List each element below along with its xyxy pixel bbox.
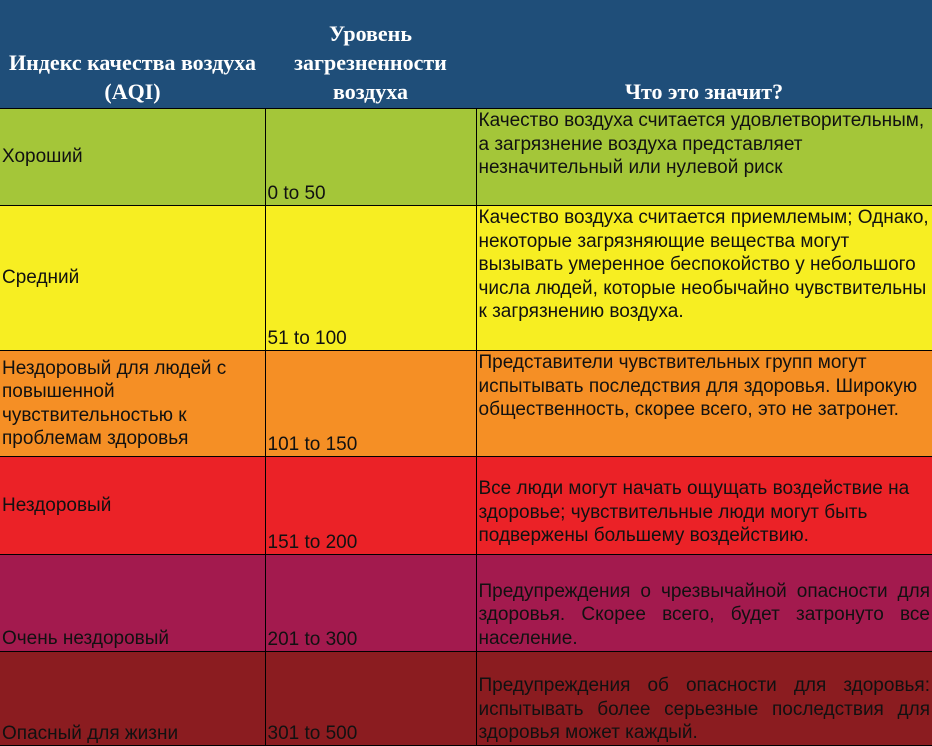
row-meaning: Предупреждения об опасности для здоровья… xyxy=(475,651,932,746)
header-row: Индекс качества воздуха (AQI) Уровень за… xyxy=(0,0,932,109)
row-meaning: Предупреждения о чрезвычайной опасности … xyxy=(475,554,932,652)
header-aqi-index: Индекс качества воздуха (AQI) xyxy=(0,0,265,109)
row-level: Опасный для жизни xyxy=(0,651,266,746)
row-level: Средний xyxy=(0,205,266,351)
row-range: 201 to 300 xyxy=(264,554,477,652)
row-meaning: Качество воздуха считается приемлемым; О… xyxy=(475,205,932,351)
table-body: Хороший 0 to 50 Качество воздуха считает… xyxy=(0,108,932,746)
table-row: Средний 51 to 100 Качество воздуха счита… xyxy=(0,205,932,351)
row-range: 0 to 50 xyxy=(264,108,477,206)
table-row: Очень нездоровый 201 to 300 Предупрежден… xyxy=(0,554,932,652)
table-row: Нездоровый 151 to 200 Все люди могут нач… xyxy=(0,456,932,555)
header-pollution-level: Уровень загрезненности воздуха xyxy=(265,0,476,109)
row-range: 51 to 100 xyxy=(264,205,477,351)
table-row: Опасный для жизни 301 to 500 Предупрежде… xyxy=(0,651,932,746)
row-meaning: Все люди могут начать ощущать воздействи… xyxy=(475,456,932,555)
row-range: 101 to 150 xyxy=(264,350,477,457)
table-row: Хороший 0 to 50 Качество воздуха считает… xyxy=(0,108,932,206)
row-level: Нездоровый для людей с повышенной чувств… xyxy=(0,350,266,457)
row-range: 301 to 500 xyxy=(264,651,477,746)
row-level: Очень нездоровый xyxy=(0,554,266,652)
header-meaning: Что это значит? xyxy=(476,0,932,109)
row-level: Хороший xyxy=(0,108,266,206)
row-range: 151 to 200 xyxy=(264,456,477,555)
row-meaning: Качество воздуха считается удовлетворите… xyxy=(475,108,932,206)
table-row: Нездоровый для людей с повышенной чувств… xyxy=(0,350,932,457)
row-level: Нездоровый xyxy=(0,456,266,555)
row-meaning: Представители чувствительных групп могут… xyxy=(475,350,932,457)
table-header: Индекс качества воздуха (AQI) Уровень за… xyxy=(0,0,932,109)
